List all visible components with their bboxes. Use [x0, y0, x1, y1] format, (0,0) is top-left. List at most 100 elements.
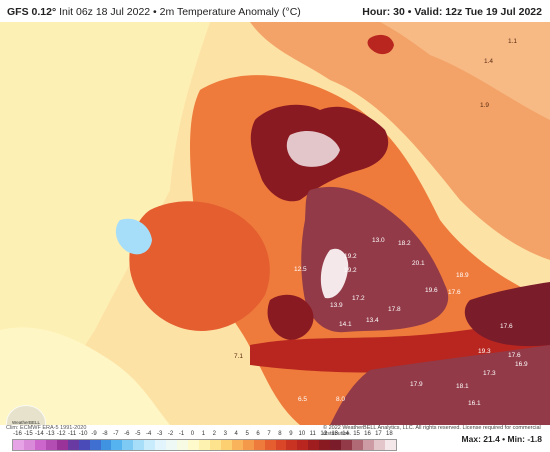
scale-color-swatch [155, 440, 167, 450]
scale-tick-label: -16 [13, 431, 22, 437]
scale-tick-label: -7 [113, 431, 119, 437]
scale-color-swatch [384, 440, 396, 450]
anomaly-label: 13.9 [330, 302, 343, 309]
norway-sector [380, 22, 550, 120]
anomaly-label: 20.1 [412, 260, 425, 267]
anomaly-label: 6.5 [298, 396, 307, 403]
scale-color-swatch [286, 440, 298, 450]
atlantic-low-anomaly [0, 22, 210, 420]
scale-tick-label: 3 [223, 431, 227, 437]
southwest-low-anomaly [0, 327, 170, 425]
scale-color-swatch [188, 440, 199, 450]
anomaly-label: 18.9 [456, 272, 469, 279]
anomaly-label: 1.1 [508, 38, 517, 45]
scale-tick-label: 2 [212, 431, 217, 437]
scale-color-swatch [144, 440, 156, 450]
pennines-core [320, 248, 349, 299]
map-footer: Clim: ECMWF ERA-5 1991-2020 © 2022 Weath… [0, 425, 550, 452]
scale-tick-label: -10 [78, 431, 88, 437]
max-min-readout: Max: 21.4 • Min: -1.8 [461, 434, 542, 444]
scale-color-swatch [100, 440, 112, 450]
scale-color-swatch [177, 440, 188, 450]
norway-hotspot [367, 34, 394, 55]
low-countries-heat [464, 282, 550, 347]
scale-tick-label: 13 [331, 431, 338, 437]
scale-tick-label: 5 [245, 431, 249, 437]
scale-color-swatch [45, 440, 57, 450]
anomaly-label: 1.4 [484, 58, 493, 65]
northern-france-heat [330, 345, 550, 425]
scale-tick-label: -8 [102, 431, 108, 437]
scale-tick-label: -9 [91, 431, 97, 437]
anomaly-label: 17.3 [483, 370, 496, 377]
scale-tick-label: 10 [298, 431, 306, 437]
scale-color-swatch [297, 440, 309, 450]
scale-color-swatch [352, 440, 363, 450]
north-sea-warm-field [250, 22, 550, 260]
scale-color-swatch [341, 440, 353, 450]
scale-color-swatch [231, 440, 243, 450]
scale-tick-label: 1 [201, 431, 206, 437]
anomaly-label: 17.6 [508, 352, 521, 359]
scale-color-swatch [308, 440, 320, 450]
scale-tick-label: 8 [278, 431, 282, 437]
scale-tick-label: 0 [190, 431, 195, 437]
scale-tick-label: -3 [156, 431, 163, 437]
scale-tick-label: 12 [320, 431, 328, 437]
scale-color-swatch [242, 440, 254, 450]
scale-color-swatch [198, 440, 210, 450]
scale-tick-label: -6 [124, 431, 130, 437]
scale-color-swatch [111, 440, 123, 450]
scale-tick-label: 17 [375, 431, 382, 437]
scale-color-swatch [319, 440, 331, 450]
scale-tick-label: -1 [178, 431, 185, 437]
anomaly-label: 17.9 [410, 381, 423, 388]
scale-color-swatch [275, 440, 287, 450]
scale-tick-label: -11 [68, 431, 77, 437]
anomaly-label: 18.1 [456, 383, 469, 390]
anomaly-label: 13.0 [372, 237, 385, 244]
anomaly-label: 19.2 [344, 267, 357, 274]
scale-color-swatch [220, 440, 232, 450]
color-scale-bar [12, 439, 397, 451]
anomaly-label: 16.9 [515, 361, 528, 368]
map-header: GFS 0.12° Init 06z 18 Jul 2022 • 2m Temp… [0, 0, 550, 22]
climatology-note: Clim: ECMWF ERA-5 1991-2020 [6, 425, 87, 431]
wales-hot-region [267, 294, 314, 340]
scale-color-swatch [373, 440, 385, 450]
anomaly-label: 19.2 [344, 253, 357, 260]
anomaly-label: 18.2 [398, 240, 411, 247]
copyright-note: © 2022 WeatherBELL Analytics, LLC. All r… [323, 425, 541, 437]
scale-color-swatch [56, 440, 68, 450]
anomaly-label: 8.0 [336, 396, 345, 403]
scale-color-swatch [89, 440, 101, 450]
england-extreme-heat [301, 186, 449, 333]
anomaly-label: 13.4 [366, 317, 379, 324]
scale-color-swatch [133, 440, 145, 450]
scale-tick-label: 9 [289, 431, 293, 437]
scale-tick-label: -14 [35, 431, 44, 437]
model-name: GFS 0.12° [7, 6, 57, 18]
map-title: GFS 0.12° Init 06z 18 Jul 2022 • 2m Temp… [7, 6, 301, 18]
color-scale-ticks: -16 -15 -14 -13 -12 -11 -10 -9 -8 -7 -6 -5 -4 -3 -2 -1 0… [12, 431, 395, 439]
scale-color-swatch [34, 440, 46, 450]
scale-tick-label: 18 [386, 431, 393, 437]
anomaly-label: 17.2 [352, 295, 365, 302]
scale-tick-label: 14 [342, 431, 349, 437]
scale-tick-label: 6 [256, 431, 260, 437]
scale-tick-label: -15 [24, 431, 33, 437]
scale-color-swatch [253, 440, 265, 450]
anomaly-label: 16.1 [468, 400, 481, 407]
anomaly-label: 1.9 [480, 102, 489, 109]
map-canvas: 1.1 1.4 1.9 13.0 18.2 20.1 19.2 19.2 18.… [0, 22, 550, 425]
scale-color-swatch [264, 440, 276, 450]
scale-tick-label: -12 [56, 431, 66, 437]
scale-color-swatch [23, 440, 35, 450]
temperature-anomaly-map: 1.1 1.4 1.9 13.0 18.2 20.1 19.2 19.2 18.… [0, 22, 550, 425]
scale-color-swatch [78, 440, 90, 450]
scale-color-swatch [209, 440, 221, 450]
valid-time: Hour: 30 • Valid: 12z Tue 19 Jul 2022 [362, 6, 542, 18]
scale-color-swatch [13, 440, 24, 450]
anomaly-label: 14.1 [339, 321, 352, 328]
init-and-parameter: Init 06z 18 Jul 2022 • 2m Temperature An… [59, 6, 301, 18]
